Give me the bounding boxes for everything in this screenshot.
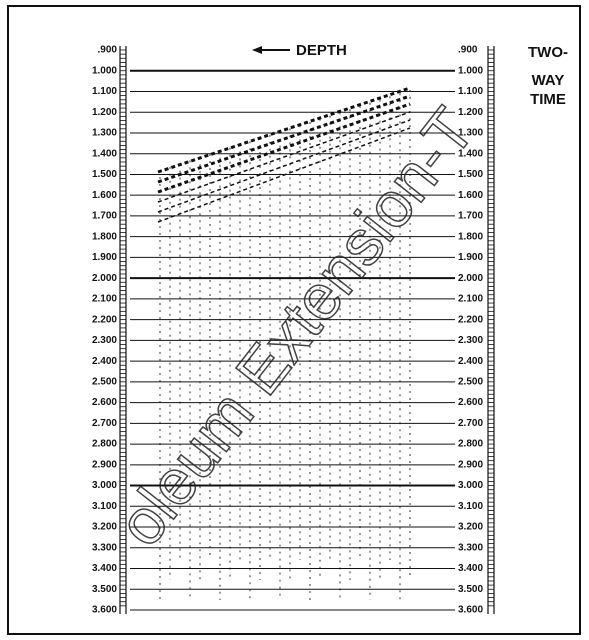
left-tick-label: 1.800 (92, 231, 117, 242)
right-tick-label: 1.700 (458, 211, 483, 222)
left-tick-label: 3.000 (92, 480, 117, 491)
right-tick-label: 2.500 (458, 376, 483, 387)
right-tick-label: 2.800 (458, 439, 483, 450)
left-tick-label: 2.900 (92, 459, 117, 470)
depth-label: DEPTH (296, 42, 347, 59)
left-tick-label: 2.700 (92, 418, 117, 429)
watermark: oleum Extension-T (103, 94, 488, 559)
right-tick-label: 1.000 (458, 65, 483, 76)
left-tick-label: 1.600 (92, 190, 117, 201)
right-tick-label: .900 (458, 45, 478, 56)
right-tick-label: 1.800 (458, 231, 483, 242)
left-tick-label: 3.600 (92, 605, 117, 616)
right-tick-label: 3.600 (458, 605, 483, 616)
right-tick-label: 2.100 (458, 294, 483, 305)
right-tick-label: 1.200 (458, 107, 483, 118)
right-tick-label: 1.900 (458, 252, 483, 263)
right-tick-label: 1.100 (458, 86, 483, 97)
reflection (158, 96, 410, 182)
left-tick-label: 2.300 (92, 335, 117, 346)
left-tick-label: 1.300 (92, 128, 117, 139)
left-tick-label: 1.700 (92, 211, 117, 222)
right-tick-label: 3.400 (458, 563, 483, 574)
left-tick-label: 1.500 (92, 169, 117, 180)
left-tick-label: 2.800 (92, 439, 117, 450)
left-tick-label: 1.000 (92, 65, 117, 76)
time-label: TIME (530, 91, 566, 108)
left-tick-label: 2.100 (92, 294, 117, 305)
left-tick-label: 2.200 (92, 314, 117, 325)
right-tick-label: 2.300 (458, 335, 483, 346)
left-tick-label: 2.500 (92, 376, 117, 387)
right-tick-label: 2.400 (458, 356, 483, 367)
left-tick-label: 1.200 (92, 107, 117, 118)
right-tick-label: 3.000 (458, 480, 483, 491)
left-tick-label: 3.400 (92, 563, 117, 574)
right-tick-label: 2.000 (458, 273, 483, 284)
left-tick-label: 2.600 (92, 397, 117, 408)
right-tick-label: 1.600 (458, 190, 483, 201)
time-label: TWO- (528, 44, 568, 61)
right-tick-label: 3.500 (458, 584, 483, 595)
time-label: WAY (532, 72, 565, 89)
reflection (158, 88, 410, 172)
figure: .900 .900 1.000 1.000 1.100 1.100 1.200 1.200 1.… (0, 0, 589, 640)
left-tick-label: .900 (98, 45, 118, 56)
right-tick-label: 2.200 (458, 314, 483, 325)
left-tick-label: 2.000 (92, 273, 117, 284)
right-tick-label: 2.900 (458, 459, 483, 470)
depth-arrow-head (252, 46, 262, 54)
left-tick-label: 1.100 (92, 86, 117, 97)
right-tick-label: 2.700 (458, 418, 483, 429)
right-tick-label: 3.200 (458, 522, 483, 533)
left-tick-label: 1.900 (92, 252, 117, 263)
right-tick-label: 3.300 (458, 542, 483, 553)
right-tick-label: 2.600 (458, 397, 483, 408)
left-tick-label: 2.400 (92, 356, 117, 367)
left-tick-label: 3.500 (92, 584, 117, 595)
left-tick-label: 1.400 (92, 148, 117, 159)
left-tick-label: 3.300 (92, 542, 117, 553)
right-tick-label: 3.100 (458, 501, 483, 512)
